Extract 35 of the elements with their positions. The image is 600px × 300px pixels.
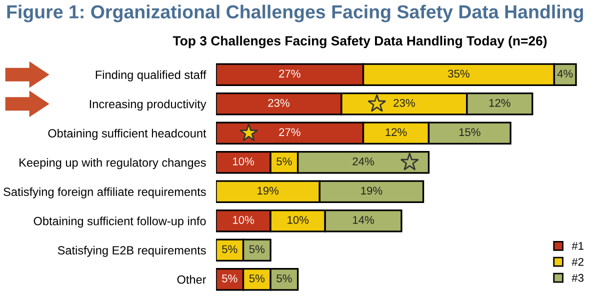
data-label: 10% [233,157,254,166]
data-label: 12% [489,98,510,107]
data-label: 23% [394,98,415,107]
data-label: 12% [386,128,407,136]
data-label: 15% [459,128,480,136]
data-label: 24% [352,157,374,166]
data-label: 23% [268,98,290,107]
y-tick-label: Finding qualified staff [96,70,206,82]
data-label: 5% [276,158,292,166]
data-label: 5% [222,245,238,254]
data-label: 19% [361,186,382,195]
legend-label: #3 [572,274,584,282]
data-label: 4% [557,70,573,78]
data-label: 5% [249,245,265,254]
chart-title: Figure 1: Organizational Challenges Facing Safety Data Handling [7,4,583,22]
legend-label: #2 [572,258,584,266]
legend-label: #1 [572,242,584,250]
chart-subtitle: Top 3 Challenges Facing Safety Data Handling Today (n=26) [172,36,547,48]
data-label: 5% [276,274,292,282]
y-tick-label: Obtaining sufficient headcount [48,128,206,140]
data-label: 35% [448,70,470,78]
y-tick-label: Other [177,275,206,284]
data-label: 14% [353,216,374,224]
y-tick-label: Satisfying E2B requirements [58,246,206,257]
data-label: 10% [288,216,309,224]
data-label: 27% [279,70,300,78]
data-label: 19% [258,186,279,195]
data-label: 10% [233,216,254,224]
y-tick-label: Increasing productivity [90,100,206,111]
y-tick-label: Obtaining sufficient follow-up info [34,216,206,228]
y-tick-label: Keeping up with regulatory changes [20,158,206,170]
data-label: 27% [279,128,300,136]
data-label: 5% [249,274,265,282]
y-tick-label: Satisfying foreign affiliate requirements [4,187,206,198]
data-label: 5% [222,274,238,282]
